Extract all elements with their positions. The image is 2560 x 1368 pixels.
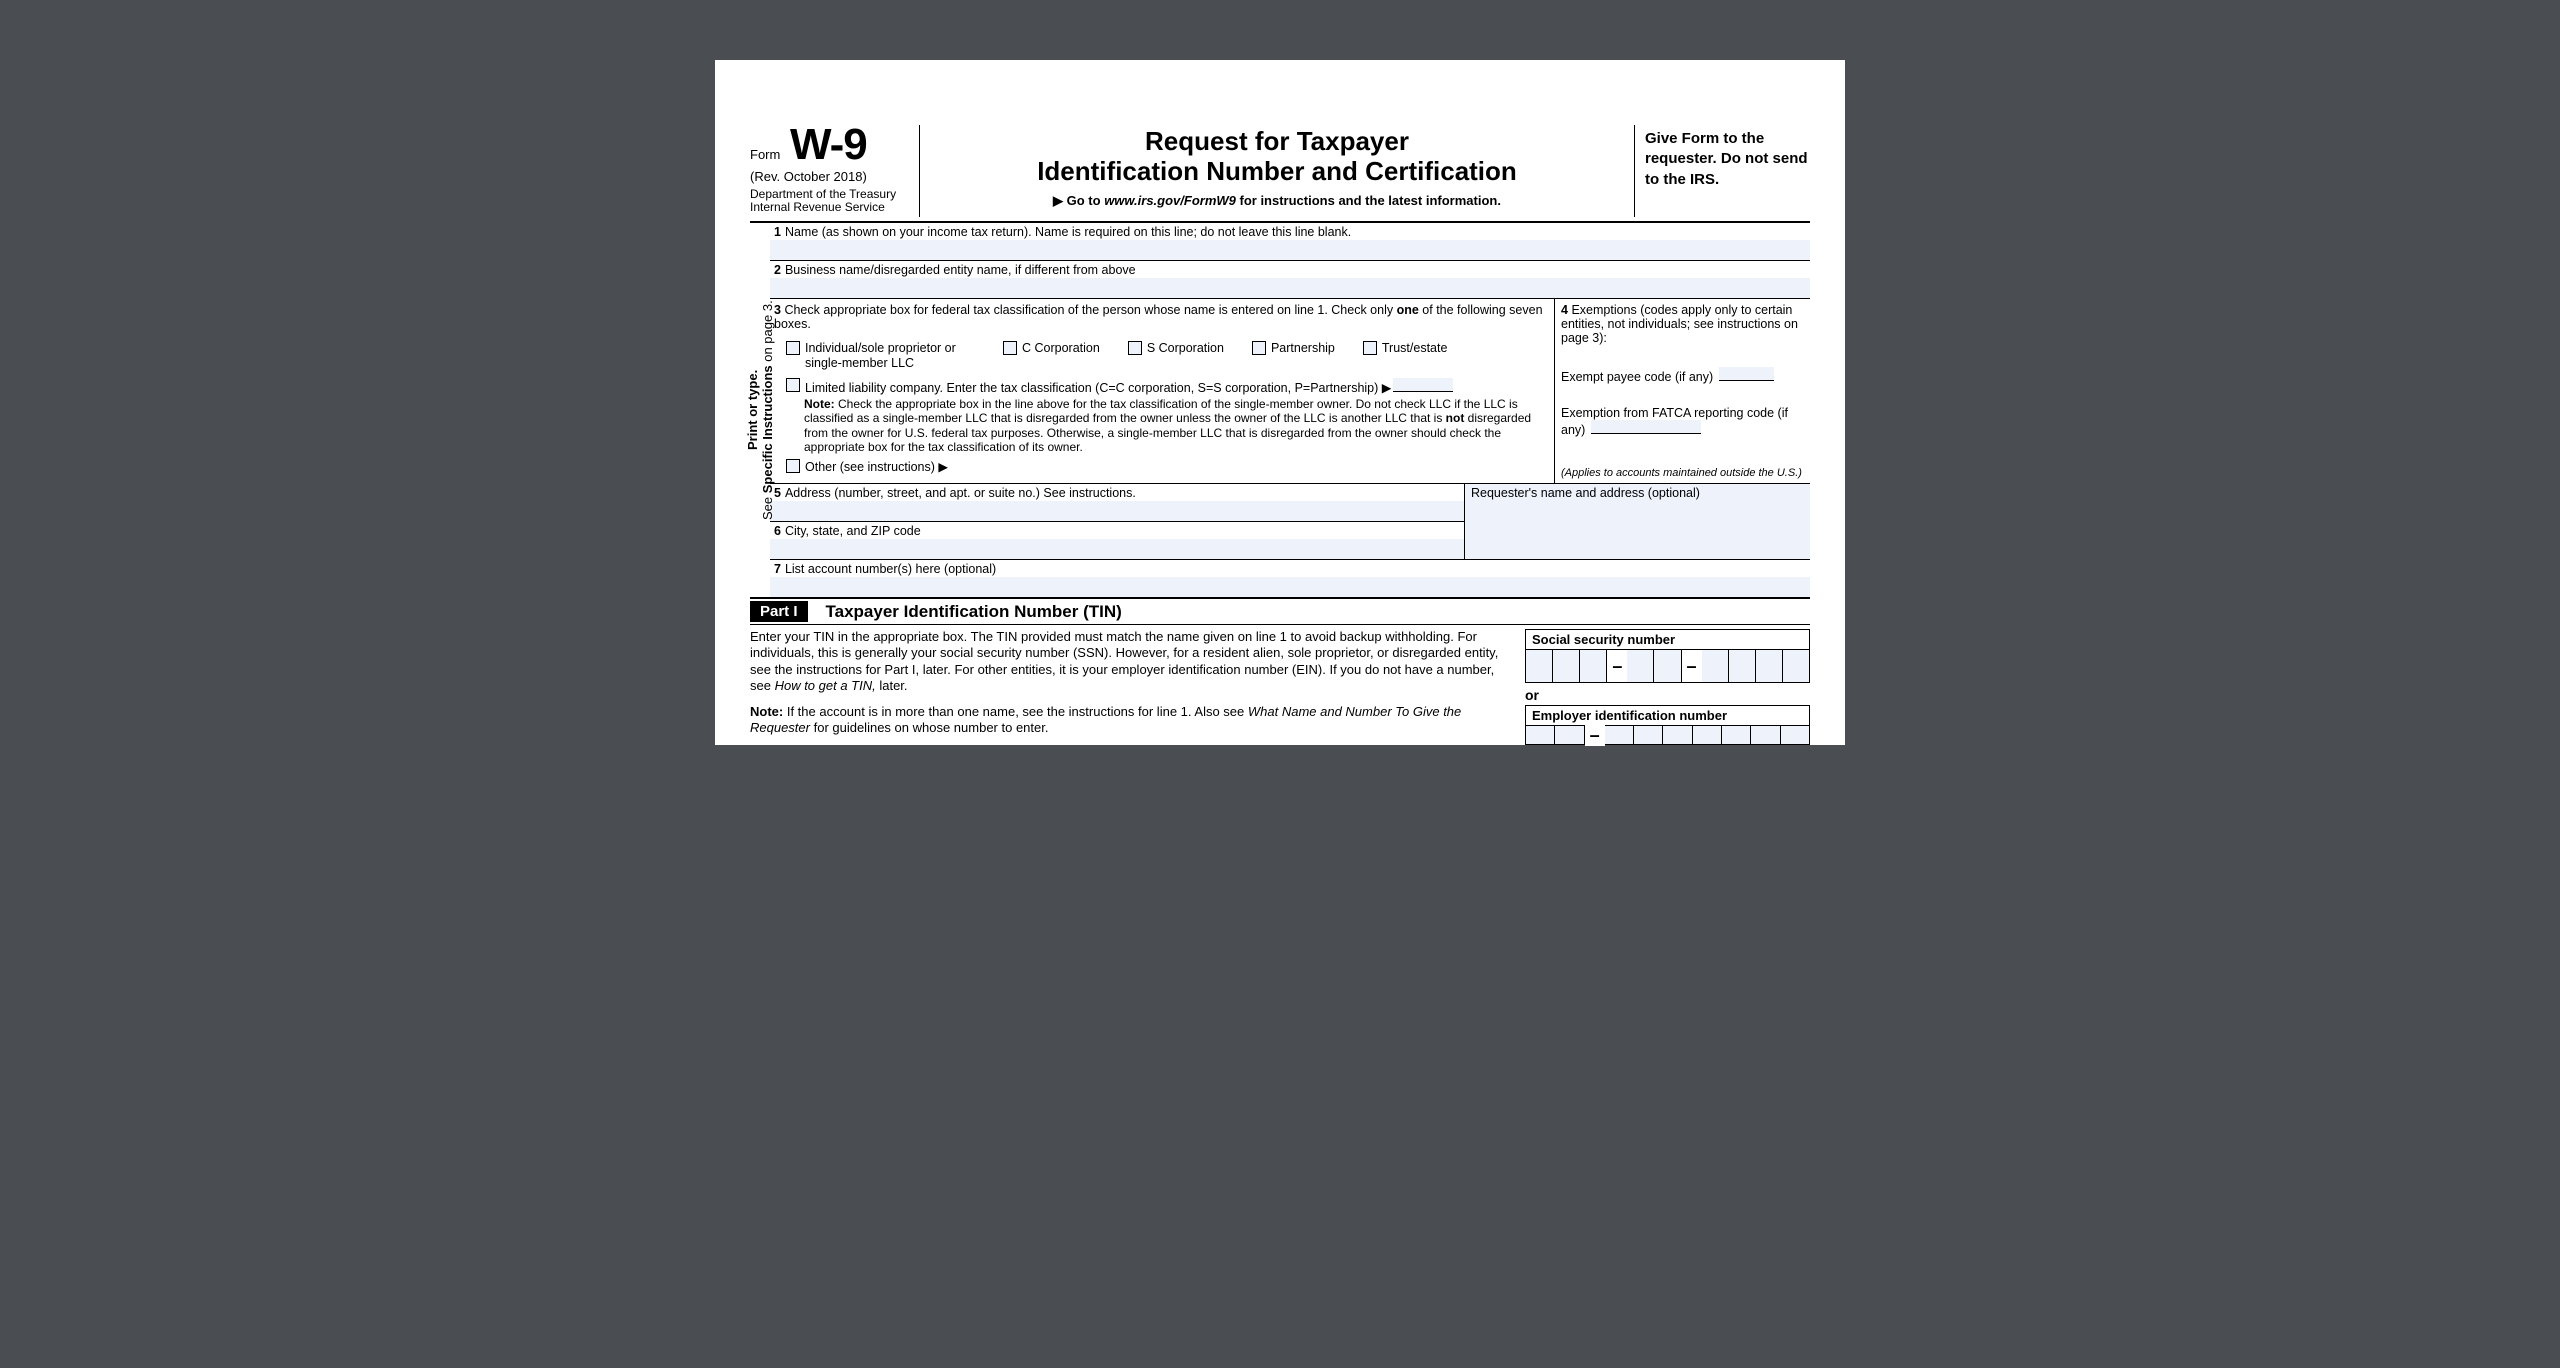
llc-classification-input[interactable] — [1393, 378, 1453, 392]
line-3: 3 Check appropriate box for federal tax … — [770, 299, 1555, 483]
form-header: Form W-9 (Rev. October 2018) Department … — [750, 125, 1810, 223]
form-page: Form W-9 (Rev. October 2018) Department … — [715, 60, 1845, 745]
exempt-payee-input[interactable] — [1719, 367, 1774, 381]
header-left: Form W-9 (Rev. October 2018) Department … — [750, 125, 920, 217]
checkbox-llc[interactable] — [786, 378, 800, 392]
line-4: 4 Exemptions (codes apply only to certai… — [1555, 299, 1810, 483]
line-1: 1Name (as shown on your income tax retur… — [770, 223, 1810, 261]
main-block: Print or type. See Specific Instructions… — [750, 223, 1810, 597]
ein-input[interactable]: – — [1525, 725, 1810, 745]
requester-block[interactable]: Requester's name and address (optional) — [1465, 484, 1810, 559]
part-1-header: Part I Taxpayer Identification Number (T… — [750, 597, 1810, 625]
revision: (Rev. October 2018) — [750, 169, 911, 184]
fatca-input[interactable] — [1591, 420, 1701, 434]
business-name-input[interactable] — [770, 278, 1810, 298]
checkbox-scorp[interactable] — [1128, 341, 1142, 355]
line-3-4: 3 Check appropriate box for federal tax … — [770, 299, 1810, 484]
line-2: 2Business name/disregarded entity name, … — [770, 261, 1810, 299]
address-block: 5Address (number, street, and apt. or su… — [770, 484, 1810, 560]
line-6: 6City, state, and ZIP code — [770, 522, 1464, 559]
llc-note: Note: Check the appropriate box in the l… — [804, 397, 1548, 455]
line-5: 5Address (number, street, and apt. or su… — [770, 484, 1464, 522]
department: Department of the Treasury Internal Reve… — [750, 188, 911, 216]
checkbox-partnership[interactable] — [1252, 341, 1266, 355]
address-input[interactable] — [770, 501, 1464, 521]
header-center: Request for Taxpayer Identification Numb… — [920, 125, 1635, 217]
checkbox-ccorp[interactable] — [1003, 341, 1017, 355]
form-label: Form — [750, 147, 780, 162]
goto-line: ▶ Go to www.irs.gov/FormW9 for instructi… — [930, 193, 1624, 209]
account-numbers-input[interactable] — [770, 577, 1810, 597]
header-right: Give Form to the requester. Do not send … — [1635, 125, 1810, 217]
name-input[interactable] — [770, 240, 1810, 260]
vertical-instructions: Print or type. See Specific Instructions… — [750, 223, 770, 597]
checkbox-individual[interactable] — [786, 341, 800, 355]
checkbox-other[interactable] — [786, 459, 800, 473]
fields-column: 1Name (as shown on your income tax retur… — [770, 223, 1810, 597]
city-state-zip-input[interactable] — [770, 539, 1464, 559]
tin-boxes: Social security number – – or Employer i… — [1525, 629, 1810, 745]
form-title: Request for Taxpayer Identification Numb… — [930, 127, 1624, 187]
tin-section: Enter your TIN in the appropriate box. T… — [750, 629, 1810, 745]
checkbox-trust[interactable] — [1363, 341, 1377, 355]
ssn-input[interactable]: – – — [1525, 649, 1810, 683]
form-number: W-9 — [790, 125, 867, 165]
tin-text: Enter your TIN in the appropriate box. T… — [750, 629, 1501, 745]
line-7: 7List account number(s) here (optional) — [770, 560, 1810, 597]
